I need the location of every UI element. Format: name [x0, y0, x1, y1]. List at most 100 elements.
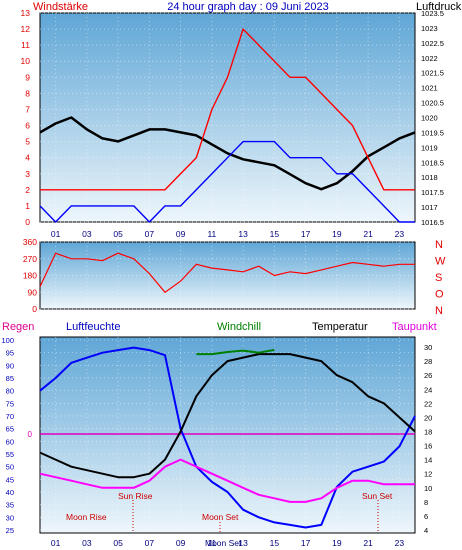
legend-temperatur: Temperatur	[312, 321, 368, 333]
direction-degree-label: 90	[28, 287, 38, 297]
humidity-tick-label: 60	[6, 437, 14, 446]
hour-tick-05: 05	[113, 229, 123, 239]
hour-tick-17: 17	[301, 229, 311, 239]
temperature-tick-label: 10	[424, 484, 432, 493]
series-taupunkt	[39, 458, 415, 503]
humidity-tick-label: 90	[6, 361, 14, 370]
panel1-hour-ticks: 01 03 05 07 09 11 13 15 17 19 21 23	[51, 229, 404, 239]
direction-degree-label: 270	[23, 254, 37, 264]
wind-tick-label: 0	[25, 217, 30, 227]
pressure-tick-label: 1020	[421, 114, 438, 123]
temperature-tick-label: 16	[424, 442, 432, 451]
series-luftfeuchte	[39, 346, 416, 529]
temperature-tick-label: 22	[424, 399, 432, 408]
hour-tick-15: 15	[270, 229, 280, 239]
series-temperatur	[39, 353, 416, 479]
hour-tick-03: 03	[82, 229, 92, 239]
temperature-tick-label: 4	[424, 526, 428, 535]
humidity-tick-label: 45	[6, 475, 14, 484]
pressure-tick-label: 1023	[421, 24, 438, 33]
humidity-tick-label: 70	[6, 412, 14, 421]
hour-tick-13: 13	[238, 229, 248, 239]
panel3-grid	[40, 337, 415, 533]
hour-tick-15: 15	[270, 538, 280, 548]
pressure-tick-label: 1022	[421, 54, 438, 63]
temperature-tick-label: 20	[424, 413, 432, 422]
wind-tick-label: 10	[21, 56, 31, 66]
moon-set-label: Moon Set	[202, 512, 239, 522]
hour-tick-11: 11	[207, 538, 216, 548]
wind-tick-label: 2	[25, 185, 30, 195]
hour-tick-09: 09	[176, 538, 186, 548]
temperature-tick-label: 28	[424, 357, 432, 366]
humidity-tick-label: 40	[6, 488, 14, 497]
humidity-tick-label: 50	[6, 463, 14, 472]
pressure-tick-label: 1018.5	[421, 158, 444, 167]
pressure-tick-label: 1016.5	[421, 218, 444, 227]
chart-title: 24 hour graph day : 09 Juni 2023	[167, 1, 328, 13]
moon-set-axis-label: Moon Set	[205, 538, 242, 548]
hour-tick-21: 21	[363, 229, 373, 239]
hour-tick-13: 13	[238, 538, 248, 548]
pressure-tick-label: 1017	[421, 203, 438, 212]
series-windrichtung	[39, 252, 415, 294]
pressure-ticks: 1016.5 1017 1017.5 1018 1018.5 1019 1019.5 1020…	[421, 9, 444, 227]
humidity-tick-label: 30	[6, 513, 14, 522]
hour-tick-19: 19	[332, 538, 342, 548]
wind-tick-label: 6	[25, 121, 30, 131]
hour-tick-01: 01	[51, 538, 61, 548]
humidity-tick-label: 65	[6, 425, 14, 434]
panel2-series	[39, 252, 415, 294]
pressure-tick-label: 1020.5	[421, 99, 444, 108]
compass-label-S: S	[435, 272, 442, 284]
panel1-series	[39, 28, 416, 223]
compass-label-N: N	[435, 239, 443, 251]
temperature-tick-label: 30	[424, 343, 432, 352]
panel2-plot-area	[39, 241, 416, 310]
hour-tick-05: 05	[113, 538, 123, 548]
wind-tick-label: 13	[21, 8, 31, 18]
wind-tick-label: 1	[25, 201, 30, 211]
series-windchill	[196, 348, 275, 356]
humidity-tick-label: 35	[6, 501, 14, 510]
panel3-plot-area	[39, 336, 416, 534]
temperature-tick-label: 14	[424, 456, 432, 465]
wind-tick-label: 5	[25, 137, 30, 147]
humidity-tick-label: 25	[6, 526, 14, 535]
moon-rise-label: Moon Rise	[66, 512, 107, 522]
humidity-tick-label: 100	[1, 336, 14, 345]
hour-tick-07: 07	[145, 229, 155, 239]
pressure-tick-label: 1019	[421, 143, 438, 152]
temperature-tick-label: 18	[424, 427, 432, 436]
hour-tick-23: 23	[395, 229, 405, 239]
sun-rise-label: Sun Rise	[118, 491, 153, 501]
temperature-tick-label: 24	[424, 385, 432, 394]
hour-tick-23: 23	[395, 538, 405, 548]
humidity-tick-label: 85	[6, 374, 14, 383]
hour-tick-03: 03	[82, 538, 92, 548]
astro-annotations: Sun Rise Moon Rise Moon Set Sun Set	[66, 491, 393, 533]
pressure-tick-label: 1019.5	[421, 128, 444, 137]
temperature-tick-label: 12	[424, 470, 432, 479]
panel3-legend: Regen Luftfeuchte Windchill Temperatur T…	[2, 321, 437, 333]
panel3-hour-ticks: 01 03 05 07 09 11 13 15 17 19 21 23	[51, 538, 404, 548]
wind-tick-label: 11	[21, 40, 30, 50]
temperature-tick-label: 26	[424, 371, 432, 380]
sun-set-label: Sun Set	[362, 491, 393, 501]
compass-label-N: N	[435, 305, 443, 317]
humidity-tick-label: 75	[6, 399, 14, 408]
compass-label-W: W	[435, 256, 446, 268]
pressure-axis-title: Luftdruck	[416, 1, 462, 13]
pressure-tick-label: 1021.5	[421, 69, 444, 78]
series-luftdruck	[39, 116, 416, 191]
pressure-tick-label: 1021	[421, 84, 438, 93]
legend-taupunkt: Taupunkt	[392, 321, 437, 333]
wind-axis-title: Windstärke	[33, 1, 88, 13]
panel3-series	[39, 346, 416, 529]
wind-tick-label: 8	[25, 88, 30, 98]
humidity-tick-label: 80	[6, 387, 14, 396]
direction-degree-label: 360	[23, 237, 37, 247]
humidity-ticks: 25 30 35 40 45 50 55 60 65 70 75 80 85 90 95 100	[1, 336, 14, 535]
